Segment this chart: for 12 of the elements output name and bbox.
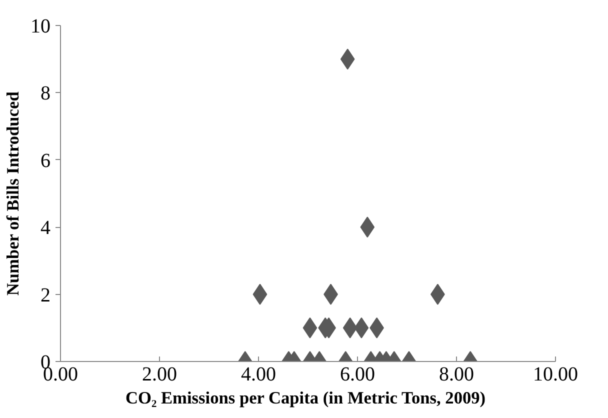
y-axis-title: Number of Bills Introduced [4, 91, 22, 296]
y-tick-label: 6 [40, 150, 50, 172]
y-tick-label: 10 [30, 16, 50, 38]
x-tick-label: 2.00 [142, 364, 177, 386]
y-tick-label: 2 [40, 284, 50, 306]
x-tick-label: 6.00 [340, 364, 375, 386]
x-tick-label: 8.00 [439, 364, 474, 386]
x-tick-label: 4.00 [241, 364, 276, 386]
x-axis-title: CO₂ Emissions per Capita (in Metric Tons, 2009) [125, 388, 486, 408]
y-tick-label: 8 [40, 82, 50, 105]
y-tick-label: 4 [40, 217, 50, 240]
x-tick-label: 10.00 [533, 364, 578, 386]
